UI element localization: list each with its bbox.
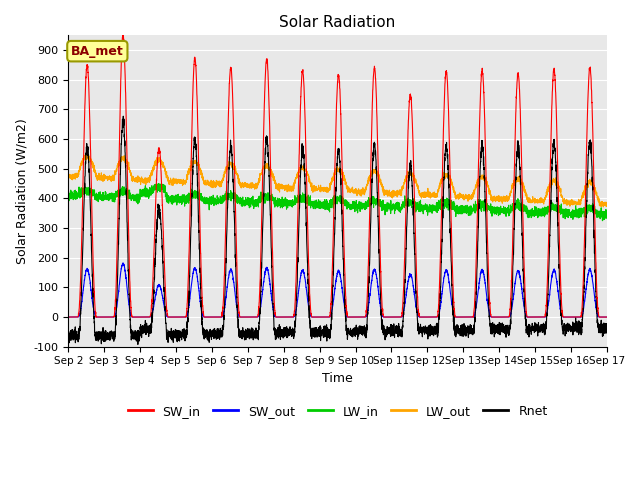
X-axis label: Time: Time bbox=[322, 372, 353, 385]
SW_in bbox=[489, 314, 497, 320]
SW_in bbox=[429, 314, 436, 320]
LW_in bbox=[598, 218, 606, 224]
Line: SW_out: SW_out bbox=[68, 263, 607, 317]
Line: SW_in: SW_in bbox=[68, 35, 607, 317]
SW_out bbox=[429, 314, 436, 320]
SW_in bbox=[458, 314, 466, 320]
LW_in bbox=[154, 181, 162, 187]
Rnet bbox=[458, 328, 466, 334]
SW_in bbox=[65, 314, 72, 320]
Line: LW_in: LW_in bbox=[68, 184, 607, 221]
Title: Solar Radiation: Solar Radiation bbox=[280, 15, 396, 30]
SW_out bbox=[458, 314, 466, 320]
LW_out bbox=[603, 203, 611, 208]
LW_out bbox=[317, 184, 325, 190]
Rnet bbox=[317, 332, 325, 337]
SW_in bbox=[317, 314, 325, 320]
Rnet bbox=[489, 329, 497, 335]
Text: BA_met: BA_met bbox=[71, 45, 124, 58]
SW_in bbox=[119, 32, 127, 38]
LW_in bbox=[603, 215, 611, 221]
Line: LW_out: LW_out bbox=[68, 153, 607, 207]
SW_in bbox=[603, 314, 611, 320]
Rnet bbox=[603, 324, 611, 330]
LW_out bbox=[458, 195, 466, 201]
SW_out bbox=[603, 314, 611, 320]
SW_out bbox=[119, 260, 127, 266]
Y-axis label: Solar Radiation (W/m2): Solar Radiation (W/m2) bbox=[15, 118, 28, 264]
Rnet bbox=[65, 331, 72, 337]
LW_in bbox=[489, 204, 497, 210]
LW_in bbox=[161, 186, 169, 192]
LW_in bbox=[317, 200, 325, 205]
Rnet bbox=[134, 342, 141, 348]
SW_in bbox=[161, 282, 169, 288]
Rnet bbox=[603, 328, 611, 334]
SW_out bbox=[602, 314, 610, 320]
LW_out bbox=[84, 150, 92, 156]
SW_out bbox=[161, 309, 169, 314]
LW_in bbox=[458, 210, 466, 216]
SW_in bbox=[602, 314, 610, 320]
Rnet bbox=[161, 313, 169, 319]
LW_in bbox=[429, 205, 436, 211]
SW_out bbox=[317, 314, 325, 320]
LW_out bbox=[489, 195, 497, 201]
Legend: SW_in, SW_out, LW_in, LW_out, Rnet: SW_in, SW_out, LW_in, LW_out, Rnet bbox=[123, 400, 552, 423]
SW_out bbox=[65, 314, 72, 320]
SW_out bbox=[489, 314, 497, 320]
Rnet bbox=[120, 113, 127, 119]
LW_out bbox=[603, 202, 611, 207]
Rnet bbox=[429, 330, 436, 336]
LW_out bbox=[161, 166, 169, 172]
LW_out bbox=[65, 172, 72, 178]
LW_out bbox=[600, 204, 607, 210]
LW_in bbox=[603, 214, 611, 220]
Line: Rnet: Rnet bbox=[68, 116, 607, 345]
LW_in bbox=[65, 189, 72, 194]
LW_out bbox=[429, 193, 436, 199]
